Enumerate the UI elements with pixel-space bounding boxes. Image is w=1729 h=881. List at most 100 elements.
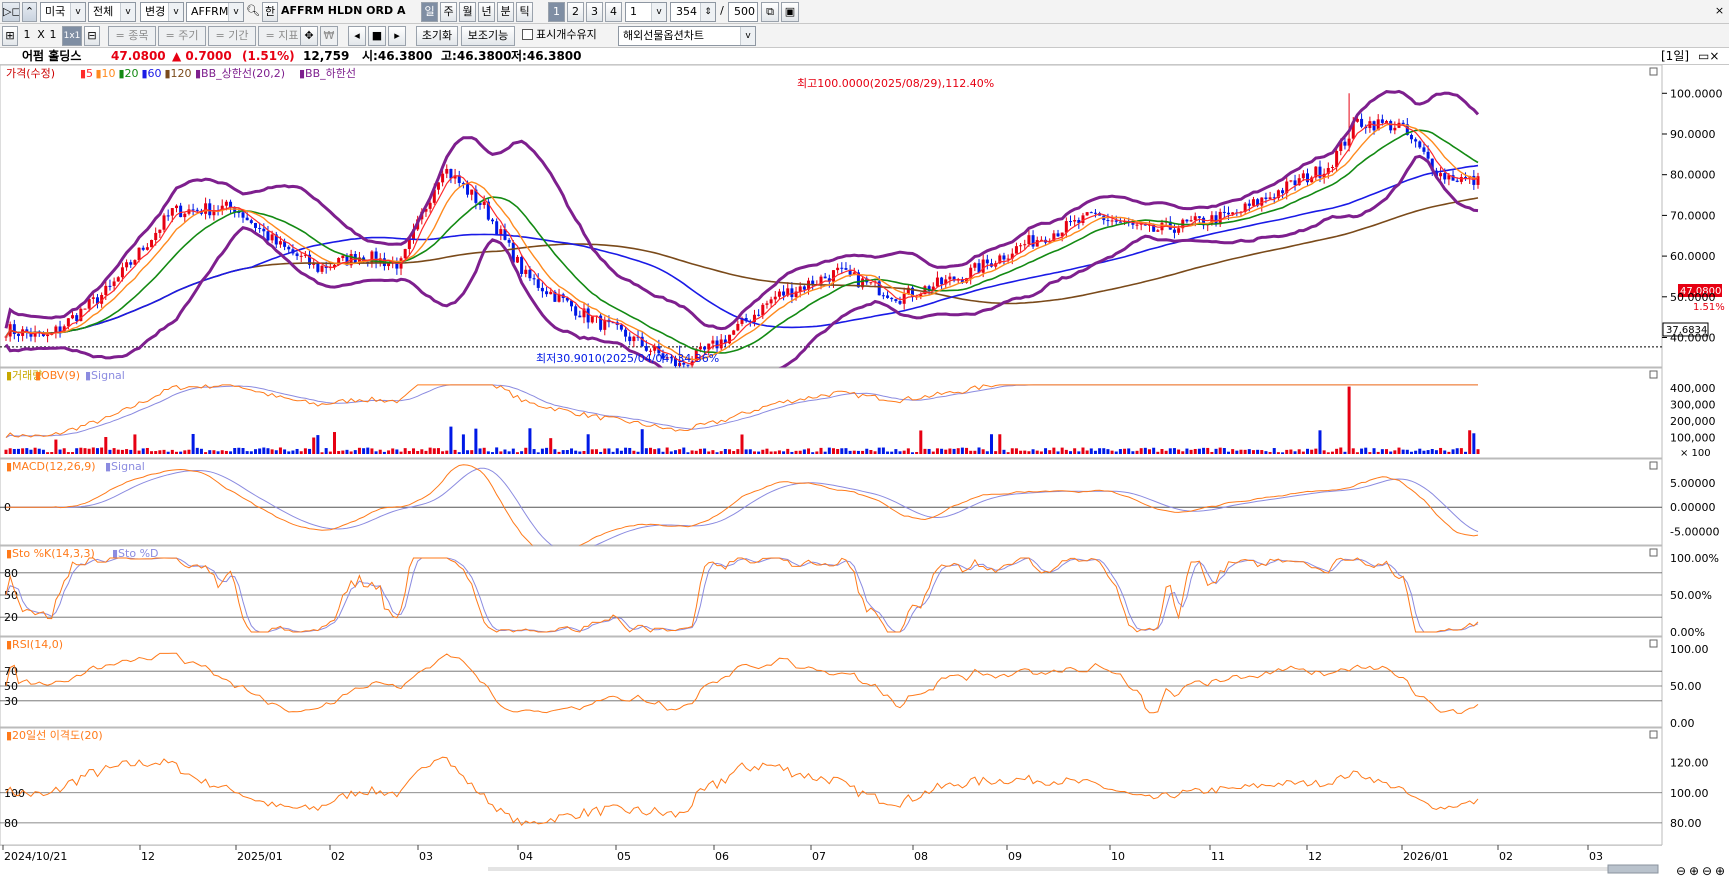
symbol-input[interactable]: AFFRM v bbox=[186, 2, 244, 22]
market-select[interactable]: 미국 v bbox=[40, 2, 86, 22]
candle-body bbox=[1052, 233, 1056, 241]
candle-body bbox=[120, 267, 124, 278]
volume-bar bbox=[1409, 451, 1413, 454]
candle-body bbox=[104, 285, 108, 295]
volume-bar bbox=[1306, 448, 1310, 454]
candle-body bbox=[266, 231, 270, 241]
change-select[interactable]: 변경 v bbox=[140, 2, 184, 22]
aux-function-button[interactable]: 보조기능 bbox=[461, 26, 515, 46]
candle-body bbox=[58, 326, 62, 332]
period-year-button[interactable]: 년 bbox=[478, 2, 495, 22]
reset-button[interactable]: 초기화 bbox=[416, 26, 458, 46]
close-icon[interactable]: × bbox=[1714, 4, 1725, 17]
candle-body bbox=[220, 205, 224, 211]
link-indicator-button[interactable]: = 지표 bbox=[258, 26, 306, 46]
new-window-icon[interactable]: ⧉ bbox=[761, 2, 779, 22]
candle-body bbox=[1343, 141, 1347, 146]
candle-body bbox=[603, 319, 607, 330]
candle-body bbox=[969, 267, 973, 279]
disp-y-tick: 80.00 bbox=[1670, 817, 1702, 830]
scope-select[interactable]: 전체 v bbox=[88, 2, 136, 22]
candle-body bbox=[536, 279, 540, 288]
volume-bar bbox=[1056, 451, 1060, 454]
save-icon[interactable]: ▣ bbox=[781, 2, 799, 22]
volume-bar bbox=[748, 449, 752, 454]
period-tick-button[interactable]: 틱 bbox=[516, 2, 533, 22]
candle-body bbox=[166, 215, 170, 217]
next-button[interactable]: ▸ bbox=[388, 26, 406, 46]
collapse-button[interactable]: ⌃ bbox=[22, 2, 37, 22]
candle-body bbox=[790, 288, 794, 298]
num-2-button[interactable]: 2 bbox=[567, 2, 584, 22]
price-legend-item: ▮10 bbox=[96, 67, 116, 80]
x-tick-label: 02 bbox=[1499, 850, 1513, 863]
link-symbol-button[interactable]: = 종목 bbox=[108, 26, 156, 46]
zoom-in-icon[interactable]: ⊕ bbox=[1689, 864, 1699, 878]
volume-bar bbox=[387, 450, 391, 454]
volume-y-tick: 300,000 bbox=[1670, 399, 1716, 412]
volume-bar bbox=[1114, 451, 1118, 454]
layout-rows-button[interactable]: 1 bbox=[23, 28, 31, 41]
panel-window-icons[interactable]: ▭× bbox=[1698, 49, 1720, 63]
candle-body bbox=[599, 315, 603, 330]
price-panel: 가격(수정) ▮5 ▮10 ▮20 ▮60 ▮120 ▮BB_상한선(20,2) ▮BB_하… bbox=[0, 65, 1725, 386]
prev-button[interactable]: ◂ bbox=[348, 26, 366, 46]
layout-cols-button[interactable]: 1 bbox=[49, 28, 57, 41]
won-icon[interactable]: ₩ bbox=[320, 26, 338, 46]
layout-1x1-button[interactable]: 1x1 bbox=[62, 26, 82, 46]
candle-body bbox=[952, 276, 956, 281]
stop-button[interactable]: ■ bbox=[368, 26, 386, 46]
volume-bar bbox=[416, 451, 420, 454]
zoom-out-icon[interactable]: ⊖ bbox=[1676, 864, 1686, 878]
volume-bar bbox=[960, 447, 964, 454]
candle-body bbox=[145, 247, 149, 250]
volume-bar bbox=[1322, 450, 1326, 454]
grid-layout-button[interactable]: ⊞ bbox=[2, 26, 18, 46]
candle-body bbox=[1306, 173, 1310, 183]
volume-bar bbox=[1260, 450, 1264, 454]
expand-button[interactable]: ▷◻ bbox=[2, 2, 20, 22]
candle-body bbox=[545, 291, 549, 295]
period-day-button[interactable]: 일 bbox=[421, 2, 438, 22]
period-week-button[interactable]: 주 bbox=[440, 2, 457, 22]
volume-bar bbox=[79, 447, 83, 454]
chart-area[interactable]: 가격(수정) ▮5 ▮10 ▮20 ▮60 ▮120 ▮BB_상한선(20,2) ▮BB_하… bbox=[0, 65, 1729, 845]
volume-bar bbox=[87, 448, 91, 454]
x-tick-label: 12 bbox=[141, 850, 155, 863]
period-month-button[interactable]: 월 bbox=[459, 2, 476, 22]
link-period-button[interactable]: = 주기 bbox=[158, 26, 206, 46]
count-input[interactable]: 354 ⇕ bbox=[670, 2, 716, 22]
num-4-button[interactable]: 4 bbox=[605, 2, 622, 22]
num-3-button[interactable]: 3 bbox=[586, 2, 603, 22]
zoom-out-icon[interactable]: ⊖ bbox=[1702, 864, 1712, 878]
search-icon[interactable]: 🔍︎ bbox=[246, 4, 260, 17]
volume-bar bbox=[931, 451, 935, 454]
candle-body bbox=[1077, 220, 1081, 223]
move-icon[interactable]: ✥ bbox=[300, 26, 318, 46]
candle-body bbox=[137, 247, 141, 261]
volume-bar bbox=[179, 451, 183, 454]
keep-count-checkbox[interactable]: 표시개수유지 bbox=[522, 26, 614, 46]
candle-body bbox=[640, 336, 644, 347]
open-price: 시:46.3800 bbox=[362, 49, 433, 63]
volume-bar bbox=[640, 429, 644, 454]
volume-bar bbox=[790, 451, 794, 454]
layout-split-button[interactable]: ⊟ bbox=[84, 26, 100, 46]
volume-bar bbox=[665, 447, 669, 454]
candle-body bbox=[624, 329, 628, 337]
num-1-button[interactable]: 1 bbox=[548, 2, 565, 22]
checkbox-icon[interactable] bbox=[522, 29, 533, 40]
max-count-input[interactable]: 500 bbox=[728, 2, 758, 22]
spin-icon[interactable]: ⇕ bbox=[700, 3, 715, 21]
candle-body bbox=[125, 262, 129, 268]
volume-bar bbox=[154, 451, 158, 454]
zoom-in-icon[interactable]: ⊕ bbox=[1715, 864, 1725, 878]
hanja-button[interactable]: 한 bbox=[262, 2, 278, 22]
x-tick-label: 07 bbox=[812, 850, 826, 863]
volume-bar bbox=[1468, 430, 1472, 454]
futures-chart-select[interactable]: 해외선물옵션차트 v bbox=[618, 26, 756, 46]
period-minute-button[interactable]: 분 bbox=[497, 2, 514, 22]
link-range-button[interactable]: = 기간 bbox=[208, 26, 256, 46]
